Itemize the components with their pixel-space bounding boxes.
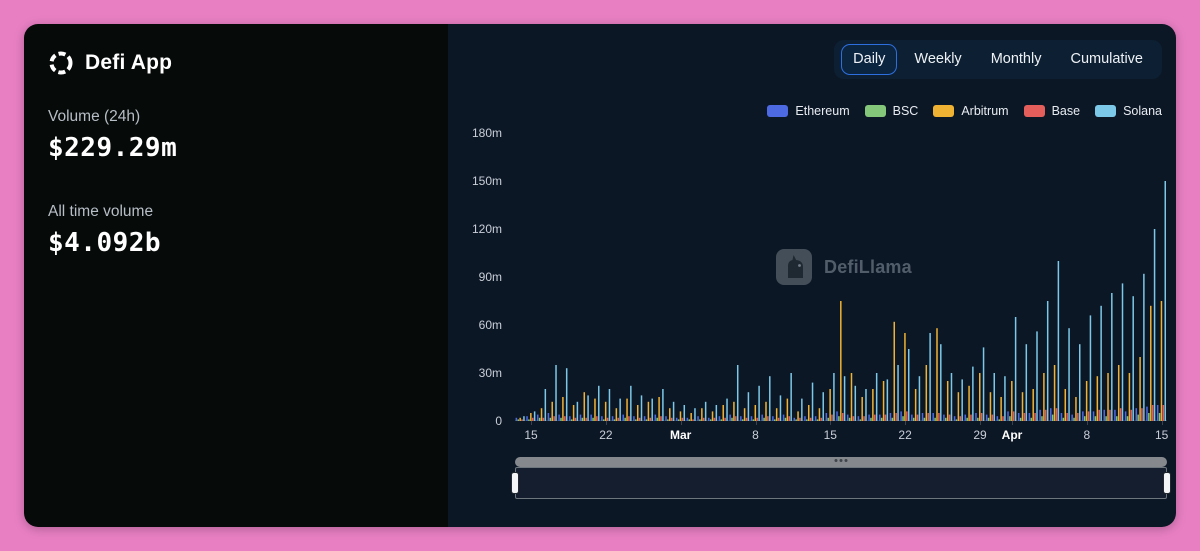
all-time-volume-value: $4.092b xyxy=(48,228,162,258)
y-axis-label: 90m xyxy=(478,270,502,284)
summary-panel: Defi App Volume (24h) $229.29m All time … xyxy=(24,24,448,527)
legend-label: Arbitrum xyxy=(961,104,1009,118)
x-axis-label: 8 xyxy=(752,428,759,442)
zoom-slider-left-handle[interactable] xyxy=(511,472,519,494)
y-axis-label: 30m xyxy=(478,366,502,380)
arbitrum-swatch-icon xyxy=(933,105,955,117)
x-axis-tick xyxy=(755,421,757,425)
zoom-slider-track[interactable] xyxy=(515,457,1167,467)
tab-monthly[interactable]: Monthly xyxy=(979,44,1054,75)
ethereum-swatch-icon xyxy=(767,105,789,117)
zoom-slider-right-handle[interactable] xyxy=(1163,472,1171,494)
x-axis-label: 22 xyxy=(599,428,613,442)
x-axis-label: Mar xyxy=(670,428,692,442)
x-axis-label: 29 xyxy=(973,428,987,442)
chart-legend: Ethereum BSC Arbitrum Base Solana xyxy=(767,104,1162,118)
legend-item-base[interactable]: Base xyxy=(1023,104,1081,118)
legend-item-arbitrum[interactable]: Arbitrum xyxy=(933,104,1009,118)
legend-label: Solana xyxy=(1123,104,1162,118)
x-axis-label: 15 xyxy=(823,428,837,442)
tab-weekly[interactable]: Weekly xyxy=(902,44,973,75)
x-axis-tick xyxy=(980,421,981,425)
x-axis-label: 8 xyxy=(1083,428,1091,442)
app-card: Defi App Volume (24h) $229.29m All time … xyxy=(24,24,1176,527)
interval-tabs: Daily Weekly Monthly Cumulative xyxy=(834,40,1162,79)
x-axis-tick xyxy=(605,421,607,425)
x-axis-tick xyxy=(680,421,682,425)
app-header: Defi App xyxy=(48,50,424,76)
solana-swatch-icon xyxy=(1095,105,1117,117)
app-logo-icon xyxy=(48,50,74,76)
x-axis-tick xyxy=(1161,421,1163,425)
defillama-logo-icon xyxy=(775,248,813,286)
x-axis-tick xyxy=(905,421,907,425)
tab-cumulative[interactable]: Cumulative xyxy=(1058,44,1155,75)
volume-bar-chart[interactable] xyxy=(515,129,1167,421)
slider-grip-icon[interactable] xyxy=(834,459,848,462)
x-axis-label: 15 xyxy=(1155,428,1169,442)
y-axis-label: 60m xyxy=(478,318,502,332)
chart-panel: Daily Weekly Monthly Cumulative Ethereum… xyxy=(448,24,1176,527)
bsc-swatch-icon xyxy=(864,105,886,117)
x-axis-tick xyxy=(830,421,832,425)
app-title: Defi App xyxy=(85,51,173,74)
watermark-text: DefiLlama xyxy=(824,256,912,277)
legend-item-solana[interactable]: Solana xyxy=(1095,104,1162,118)
x-axis-tick xyxy=(531,421,532,425)
tab-daily[interactable]: Daily xyxy=(841,44,898,75)
y-axis: 180m 150m 120m 90m 60m 30m 0 xyxy=(448,24,506,527)
x-axis-label: 22 xyxy=(898,428,912,442)
legend-label: BSC xyxy=(892,104,919,118)
volume-24h-label: Volume (24h) xyxy=(48,108,141,125)
legend-label: Ethereum xyxy=(795,104,850,118)
y-axis-label: 120m xyxy=(471,222,502,236)
legend-item-bsc[interactable]: BSC xyxy=(864,104,919,118)
legend-item-ethereum[interactable]: Ethereum xyxy=(767,104,850,118)
legend-label: Base xyxy=(1051,104,1081,118)
all-time-volume-label: All time volume xyxy=(48,203,154,220)
x-axis-tick xyxy=(1086,421,1088,425)
zoom-slider-window[interactable] xyxy=(515,467,1167,499)
y-axis-label: 180m xyxy=(471,126,502,140)
watermark: DefiLlama xyxy=(775,248,912,286)
volume-24h-value: $229.29m xyxy=(48,133,178,163)
x-axis-label: 15 xyxy=(524,428,538,442)
x-axis-tick xyxy=(1012,421,1013,425)
base-swatch-icon xyxy=(1023,105,1045,117)
y-axis-label: 150m xyxy=(471,174,502,188)
y-axis-label: 0 xyxy=(495,414,502,428)
x-axis-label: Apr xyxy=(1001,428,1023,442)
